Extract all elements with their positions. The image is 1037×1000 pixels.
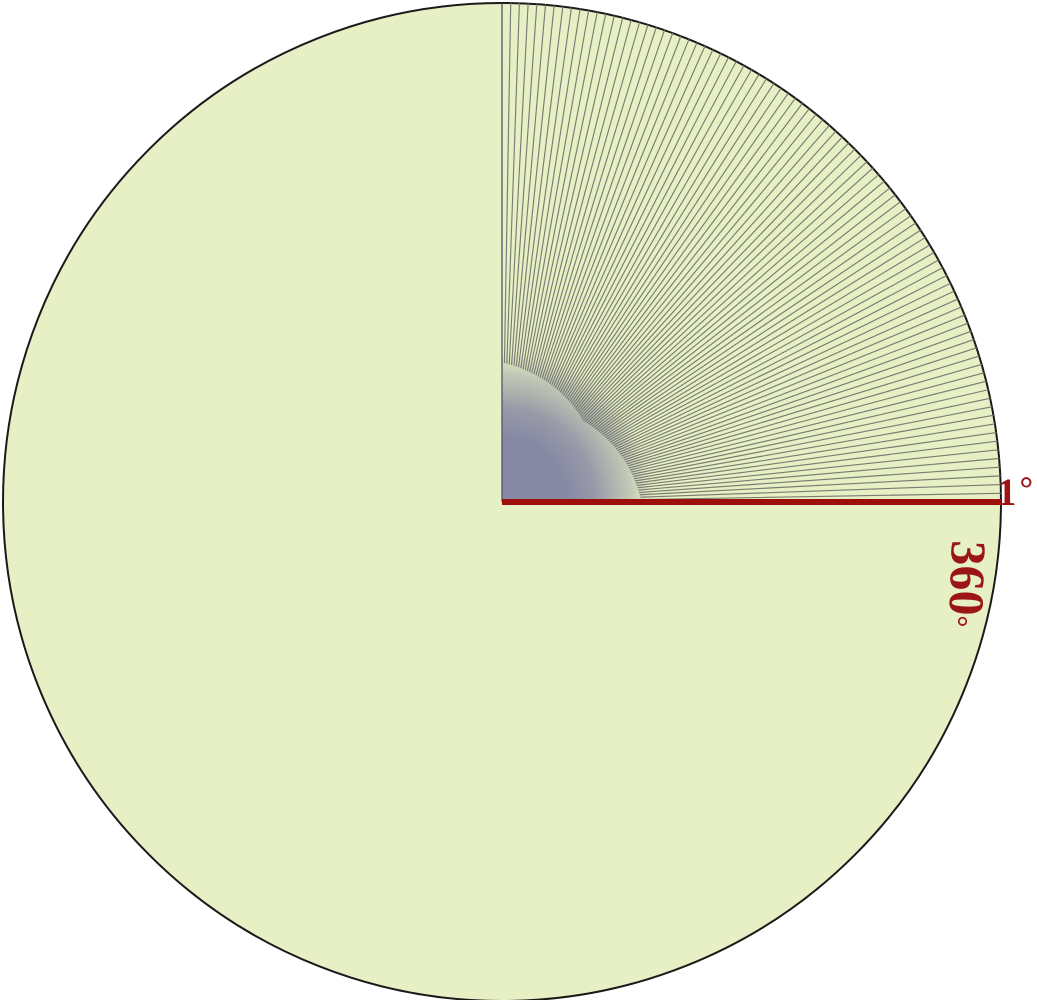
svg-text:1°: 1°	[997, 471, 1033, 514]
svg-text:360°: 360°	[938, 540, 997, 629]
